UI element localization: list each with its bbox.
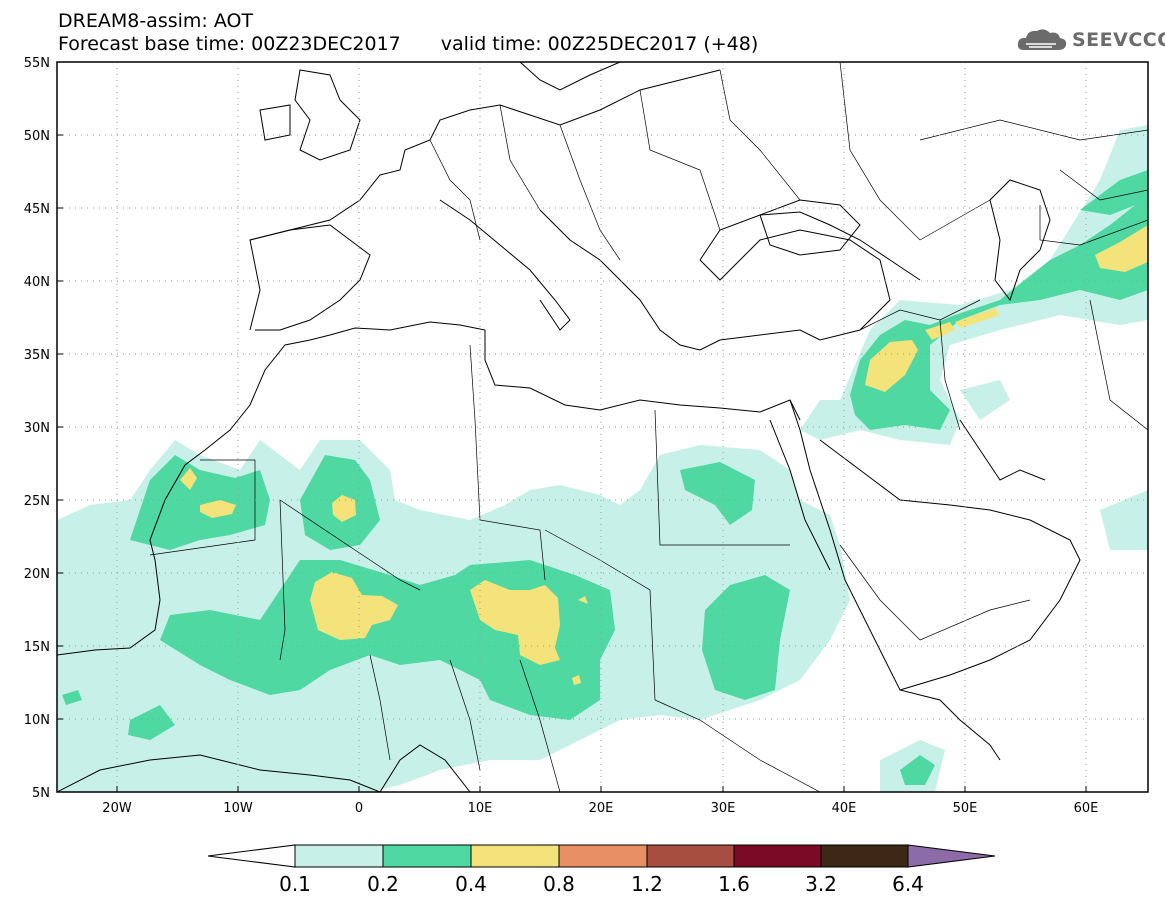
base-time: Forecast base time: 00Z23DEC2017 — [58, 33, 401, 55]
colorbar-swatch — [646, 844, 735, 868]
seevccc-logo: SEEVCCC — [1016, 24, 1165, 56]
colorbar-swatch — [558, 844, 648, 868]
aot-level-0.4 — [180, 225, 1148, 685]
tick-marks — [57, 134, 1087, 792]
lat-label: 5N — [32, 786, 50, 801]
logo-text: SEEVCCC — [1072, 29, 1165, 51]
lat-label: 10N — [24, 713, 50, 728]
lat-label: 25N — [24, 494, 50, 509]
cloud-icon — [1017, 29, 1067, 50]
lon-label: 10E — [468, 801, 493, 816]
lon-label: 20W — [102, 801, 132, 816]
colorbar-label: 0.1 — [279, 872, 311, 896]
lon-label: 60E — [1074, 801, 1099, 816]
map-title: DREAM8-assim: AOT — [58, 10, 254, 32]
lon-label: 0 — [355, 801, 363, 816]
aot-level-0.1 — [57, 125, 1148, 792]
borders — [149, 62, 1148, 792]
colorbar-max-arrow — [907, 844, 996, 868]
aot-field — [57, 125, 1148, 792]
colorbar-swatch — [820, 844, 909, 868]
colorbar-label: 0.2 — [367, 872, 399, 896]
lat-label: 15N — [24, 640, 50, 655]
lon-labels: 20W 10W 0 10E 20E 30E 40E 50E 60E — [102, 801, 1098, 816]
colorbar-label: 0.8 — [543, 872, 575, 896]
lon-label: 10W — [223, 801, 253, 816]
colorbar-label: 0.4 — [455, 872, 487, 896]
lat-label: 20N — [24, 567, 50, 582]
lon-label: 30E — [711, 801, 736, 816]
lat-label: 40N — [24, 275, 50, 290]
lat-label: 30N — [24, 421, 50, 436]
colorbar-swatch — [294, 844, 384, 868]
colorbar-swatch — [733, 844, 822, 868]
colorbar-label: 3.2 — [805, 872, 837, 896]
lat-label: 35N — [24, 348, 50, 363]
lon-label: 20E — [589, 801, 614, 816]
colorbar — [207, 844, 996, 868]
colorbar-swatch — [470, 844, 560, 868]
lat-label: 45N — [24, 202, 50, 217]
colorbar-min-arrow — [207, 844, 296, 868]
valid-time: valid time: 00Z25DEC2017 (+48) — [440, 33, 759, 55]
lat-label: 50N — [24, 129, 50, 144]
lat-label: 55N — [24, 56, 50, 71]
lon-label: 40E — [832, 801, 857, 816]
lon-label: 50E — [953, 801, 978, 816]
colorbar-label: 1.2 — [631, 872, 663, 896]
lat-labels: 5N 10N 15N 20N 25N 30N 35N 40N 45N 50N 5… — [24, 56, 50, 801]
colorbar-label: 1.6 — [718, 872, 750, 896]
forecast-times: Forecast base time: 00Z23DEC2017 valid ti… — [58, 34, 758, 54]
colorbar-label: 6.4 — [892, 872, 924, 896]
colorbar-swatch — [382, 844, 472, 868]
